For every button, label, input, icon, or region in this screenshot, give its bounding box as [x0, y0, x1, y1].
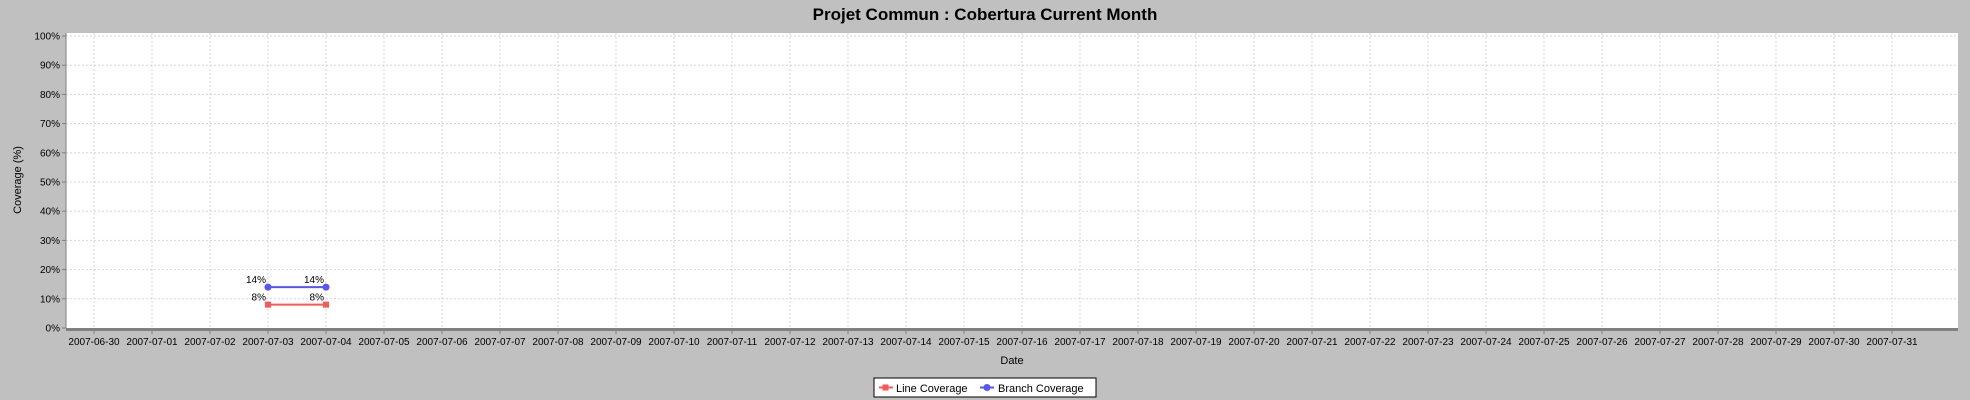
x-tick-label: 2007-07-06	[416, 337, 468, 348]
x-tick-label: 2007-07-07	[474, 337, 526, 348]
x-tick-label: 2007-07-25	[1518, 337, 1570, 348]
x-tick-label: 2007-07-26	[1576, 337, 1628, 348]
data-point-branch-coverage	[322, 283, 330, 291]
chart-title: Projet Commun : Cobertura Current Month	[813, 5, 1158, 24]
x-tick-label: 2007-07-13	[822, 337, 874, 348]
legend-branch-coverage-label: Branch Coverage	[998, 383, 1084, 395]
y-tick-label: 40%	[40, 207, 60, 218]
x-tick-label: 2007-07-22	[1344, 337, 1396, 348]
y-tick-label: 0%	[46, 324, 61, 335]
y-axis-label: Coverage (%)	[12, 146, 24, 214]
y-tick-label: 20%	[40, 265, 60, 276]
data-label-line-coverage: 8%	[252, 293, 267, 304]
x-tick-label: 2007-07-24	[1460, 337, 1512, 348]
x-tick-label: 2007-07-18	[1112, 337, 1164, 348]
series-branch-coverage: 14% 14%	[246, 275, 330, 291]
data-label-line-coverage: 8%	[310, 293, 325, 304]
x-axis-ticks: 2007-06-30 2007-07-01 2007-07-02 2007-07-03…	[68, 337, 1918, 348]
data-label-branch-coverage: 14%	[246, 275, 266, 286]
y-tick-label: 80%	[40, 90, 60, 101]
y-tick-label: 100%	[34, 32, 60, 43]
series-layer: 8% 8% 14% 14%	[246, 275, 330, 308]
x-tick-label: 2007-07-02	[184, 337, 236, 348]
x-tick-label: 2007-07-01	[126, 337, 178, 348]
legend: Line Coverage Branch Coverage	[873, 377, 1097, 398]
y-tick-label: 60%	[40, 148, 60, 159]
legend-line-coverage-label: Line Coverage	[896, 383, 968, 395]
x-tick-label: 2007-07-29	[1750, 337, 1802, 348]
x-tick-label: 2007-07-31	[1866, 337, 1918, 348]
x-tick-label: 2007-07-30	[1808, 337, 1860, 348]
x-tick-label: 2007-07-14	[880, 337, 932, 348]
x-tick-label: 2007-07-21	[1286, 337, 1338, 348]
data-point-branch-coverage	[264, 283, 272, 291]
y-tick-label: 90%	[40, 61, 60, 72]
x-tick-label: 2007-07-10	[648, 337, 700, 348]
x-tick-label: 2007-07-12	[764, 337, 816, 348]
legend-line-coverage-marker	[882, 384, 889, 391]
axes	[62, 33, 1958, 334]
data-point-line-coverage	[323, 301, 329, 308]
x-tick-label: 2007-07-19	[1170, 337, 1222, 348]
x-axis-label: Date	[1000, 355, 1023, 367]
grid-lines	[66, 33, 1958, 328]
x-tick-label: 2007-06-30	[68, 337, 120, 348]
plot-area	[66, 33, 1958, 328]
series-line-coverage: 8% 8%	[252, 293, 329, 308]
x-tick-label: 2007-07-08	[532, 337, 584, 348]
x-axis-line	[66, 328, 1958, 331]
data-label-branch-coverage: 14%	[304, 275, 324, 286]
x-tick-label: 2007-07-09	[590, 337, 642, 348]
x-tick-label: 2007-07-16	[996, 337, 1048, 348]
x-tick-label: 2007-07-27	[1634, 337, 1686, 348]
x-tick-label: 2007-07-15	[938, 337, 990, 348]
x-tick-label: 2007-07-04	[300, 337, 352, 348]
data-point-line-coverage	[265, 301, 271, 308]
y-axis-ticks: 0% 10% 20% 30% 40% 50% 60% 70% 80% 90% 100%	[34, 32, 60, 335]
x-tick-label: 2007-07-20	[1228, 337, 1280, 348]
y-tick-label: 30%	[40, 236, 60, 247]
y-tick-label: 50%	[40, 178, 60, 189]
x-tick-label: 2007-07-05	[358, 337, 410, 348]
x-tick-label: 2007-07-11	[707, 337, 758, 348]
x-tick-label: 2007-07-23	[1402, 337, 1454, 348]
x-tick-label: 2007-07-17	[1054, 337, 1106, 348]
x-tick-label: 2007-07-03	[242, 337, 294, 348]
y-tick-label: 70%	[40, 119, 60, 130]
y-tick-label: 10%	[40, 294, 60, 305]
x-tick-label: 2007-07-28	[1692, 337, 1744, 348]
legend-branch-coverage-marker	[983, 384, 991, 391]
